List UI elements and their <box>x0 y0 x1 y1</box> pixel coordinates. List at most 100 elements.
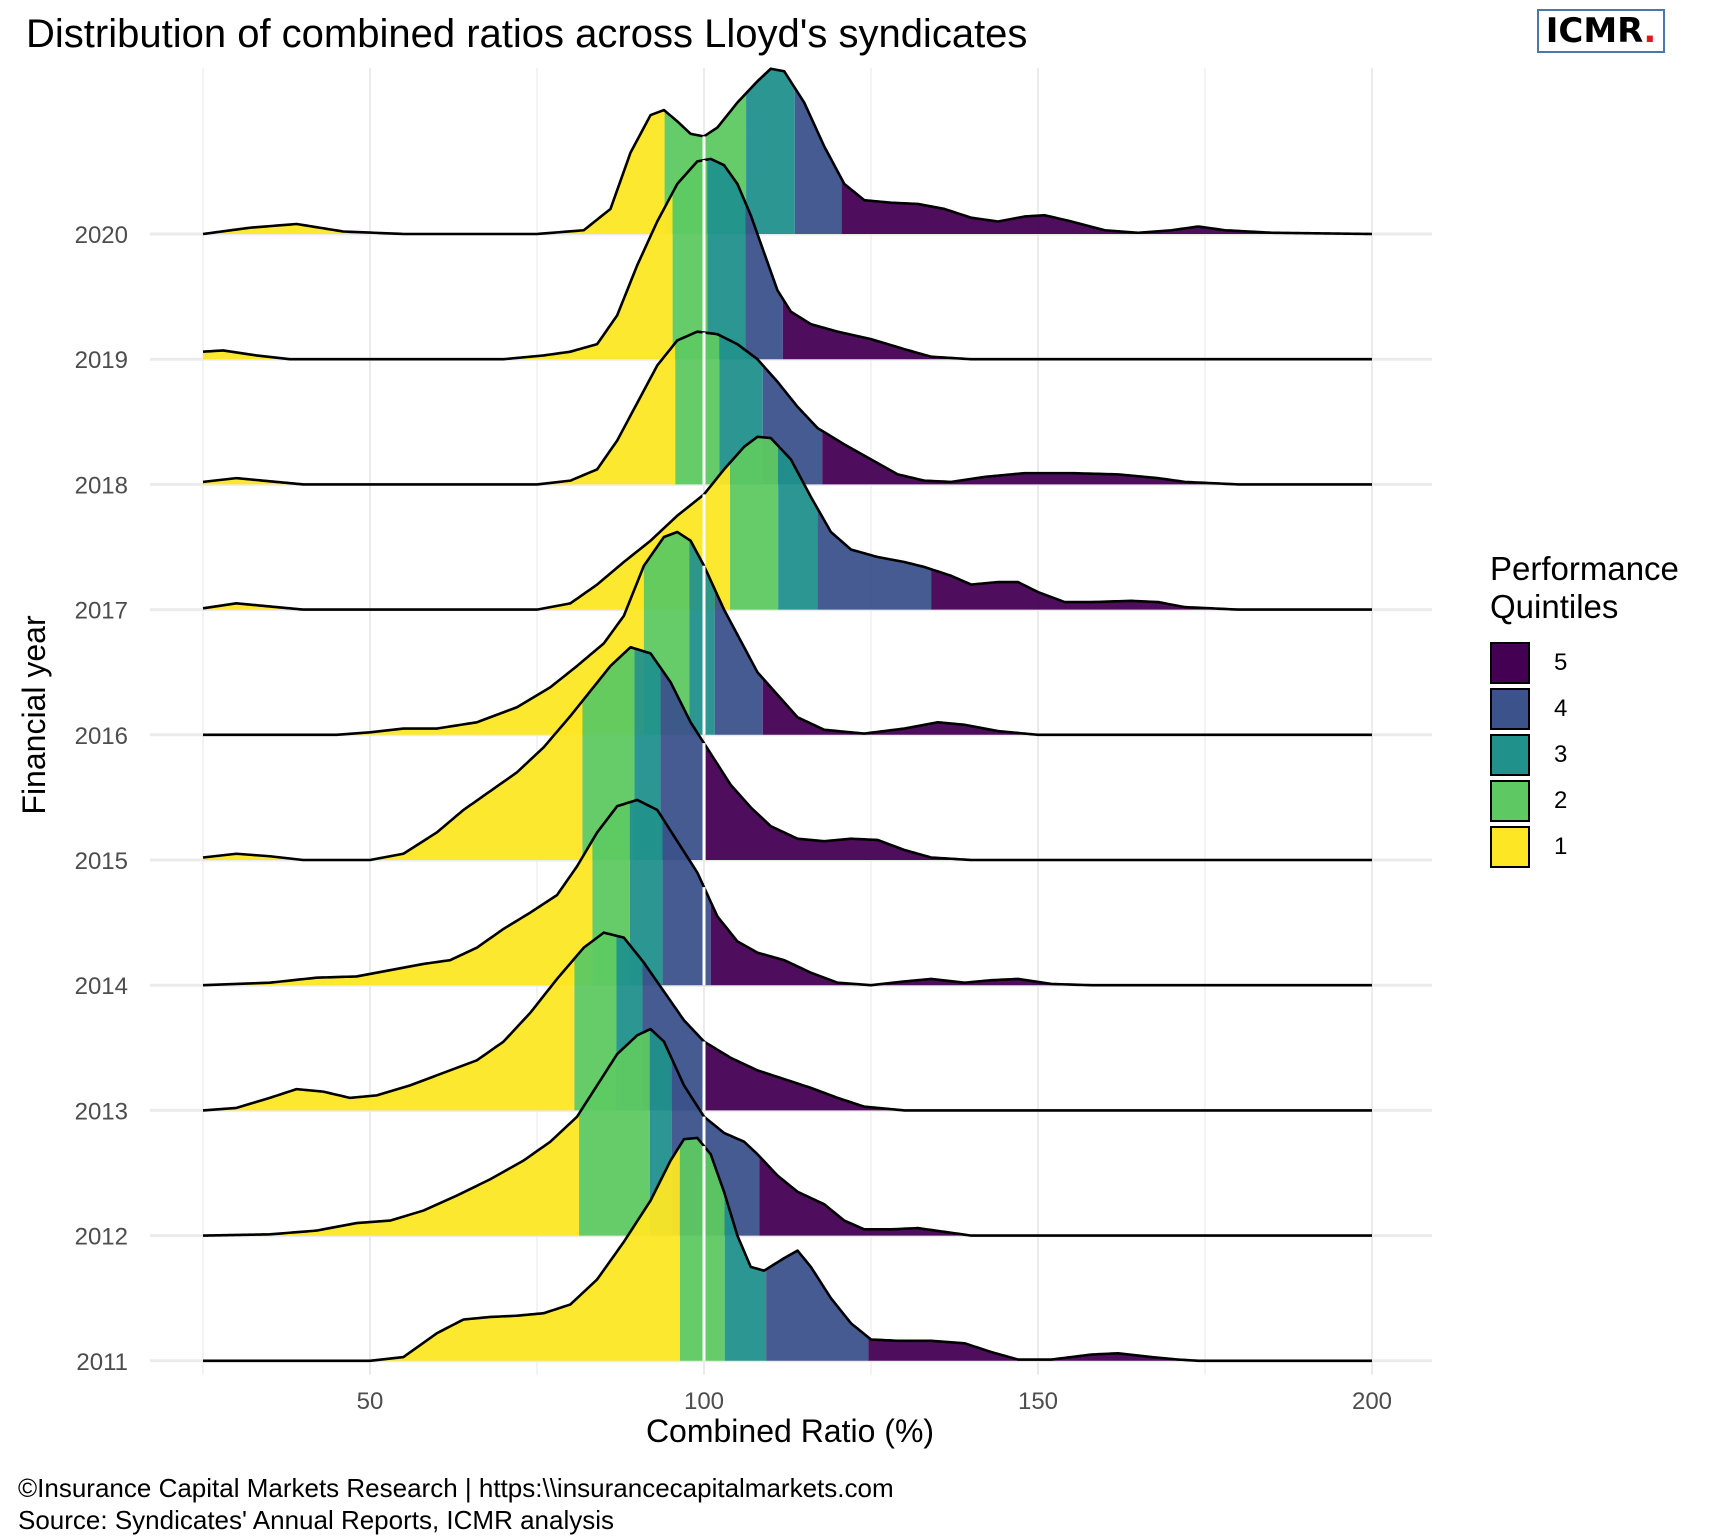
y-tick-label: 2011 <box>76 1349 128 1376</box>
quintile-2-area <box>574 932 617 1111</box>
density-outline <box>202 67 1373 236</box>
ridge-2012 <box>202 1027 1372 1237</box>
legend-label: 3 <box>1554 741 1568 768</box>
x-tick-label: 100 <box>684 1388 724 1415</box>
quintile-4-area <box>714 589 763 735</box>
y-tick-label: 2019 <box>75 347 128 374</box>
icmr-logo: ICMR. <box>1537 9 1665 53</box>
quintile-5-area <box>762 678 1372 735</box>
quintile-5-area <box>759 1156 1372 1236</box>
y-tick-label: 2012 <box>75 1224 128 1251</box>
quintile-4-area <box>745 202 783 360</box>
density-outline <box>202 157 1372 361</box>
quintile-1-area <box>203 700 583 860</box>
quintile-3-area <box>707 158 746 360</box>
quintile-3-area <box>724 1193 767 1361</box>
quintile-4-area <box>662 818 711 986</box>
y-tick-label: 2020 <box>75 222 128 249</box>
y-axis-title: Financial year <box>16 615 52 815</box>
legend-item-4: 4 <box>1490 686 1728 732</box>
legend-swatch <box>1490 826 1530 868</box>
copyright-caption: ©Insurance Capital Markets Research | ht… <box>18 1473 894 1503</box>
legend-label: 4 <box>1554 695 1568 722</box>
ridge-2011 <box>203 1136 1372 1363</box>
density-outline <box>202 798 1372 987</box>
quintile-5-area <box>868 1337 1372 1361</box>
quintile-5-area <box>931 569 1372 610</box>
legend-label: 1 <box>1554 833 1568 860</box>
legend-item-3: 3 <box>1490 732 1728 778</box>
legend-swatch <box>1490 642 1530 684</box>
ridge-2017 <box>202 435 1372 611</box>
density-outline <box>202 330 1372 486</box>
quintile-3-area <box>629 799 663 986</box>
quintile-1-area <box>203 110 665 234</box>
density-outline <box>202 1027 1372 1237</box>
ridge-2019 <box>202 157 1372 361</box>
quintile-5-area <box>703 1040 1372 1111</box>
source-caption: Source: Syndicates' Annual Reports, ICMR… <box>18 1505 615 1535</box>
legend-item-2: 2 <box>1490 778 1728 824</box>
ridge-2013 <box>202 931 1372 1112</box>
logo-dot: . <box>1643 11 1657 51</box>
quintile-2-area <box>675 331 720 485</box>
quintile-5-area <box>822 430 1372 485</box>
legend-item-1: 1 <box>1490 824 1728 870</box>
quintile-4-area <box>794 87 842 234</box>
density-outline <box>202 435 1372 611</box>
quintile-5-area <box>710 901 1372 986</box>
legend-item-5: 5 <box>1490 640 1728 686</box>
density-outline <box>203 530 1372 737</box>
quintile-1-area <box>203 958 575 1111</box>
quintile-3-area <box>778 445 818 610</box>
quintile-4-area <box>660 667 707 860</box>
quintile-5-area <box>706 746 1372 860</box>
quintile-2-area <box>579 1029 650 1236</box>
x-axis-ticks: 50 100 150 200 <box>357 1388 1392 1415</box>
chart-title: Distribution of combined ratios across L… <box>26 12 1028 56</box>
quintile-1-area <box>203 840 593 986</box>
quintile-1-area <box>203 192 673 360</box>
y-tick-label: 2018 <box>75 472 128 499</box>
quintile-1-area <box>203 1145 680 1361</box>
quintile-5-area <box>841 178 1372 234</box>
quintile-1-area <box>203 342 676 485</box>
ridge-2014 <box>202 798 1372 987</box>
x-tick-label: 150 <box>1018 1388 1058 1415</box>
legend-label: 5 <box>1554 649 1568 676</box>
legend: Performance Quintiles 5 4 3 2 1 <box>1490 550 1728 870</box>
density-outline <box>202 931 1372 1112</box>
ridge-2015 <box>202 645 1372 862</box>
legend-label: 2 <box>1554 787 1568 814</box>
y-tick-label: 2015 <box>75 848 128 875</box>
legend-swatch <box>1490 688 1530 730</box>
y-tick-label: 2017 <box>75 598 128 625</box>
quintile-1-area <box>203 1113 580 1236</box>
quintile-5-area <box>782 298 1372 360</box>
y-tick-label: 2013 <box>75 1098 128 1125</box>
ridges <box>202 67 1373 1363</box>
y-tick-label: 2014 <box>75 973 128 1000</box>
y-axis-ticks: 2011 2012 2013 2014 2015 2016 2017 2018 2019 2020 <box>75 222 128 1376</box>
logo-text: ICMR <box>1545 11 1644 51</box>
legend-swatch <box>1490 734 1530 776</box>
legend-title: Performance Quintiles <box>1490 550 1728 626</box>
quintile-4-area <box>766 1250 869 1361</box>
quintile-2-area <box>679 1137 725 1361</box>
x-tick-label: 200 <box>1352 1388 1392 1415</box>
x-axis-title: Combined Ratio (%) <box>646 1413 934 1449</box>
quintile-2-area <box>730 436 779 610</box>
quintile-3-area <box>746 68 795 235</box>
density-outline <box>203 1136 1372 1363</box>
ridge-2020 <box>202 67 1373 236</box>
quintile-4-area <box>817 508 932 610</box>
quintile-2-area <box>672 159 708 360</box>
density-outline <box>202 645 1372 862</box>
legend-items: 5 4 3 2 1 <box>1490 640 1728 870</box>
x-tick-label: 50 <box>357 1388 384 1415</box>
legend-swatch <box>1490 780 1530 822</box>
legend-title-text: Performance Quintiles <box>1490 550 1679 625</box>
y-tick-label: 2016 <box>75 723 128 750</box>
quintile-3-area <box>689 539 715 735</box>
